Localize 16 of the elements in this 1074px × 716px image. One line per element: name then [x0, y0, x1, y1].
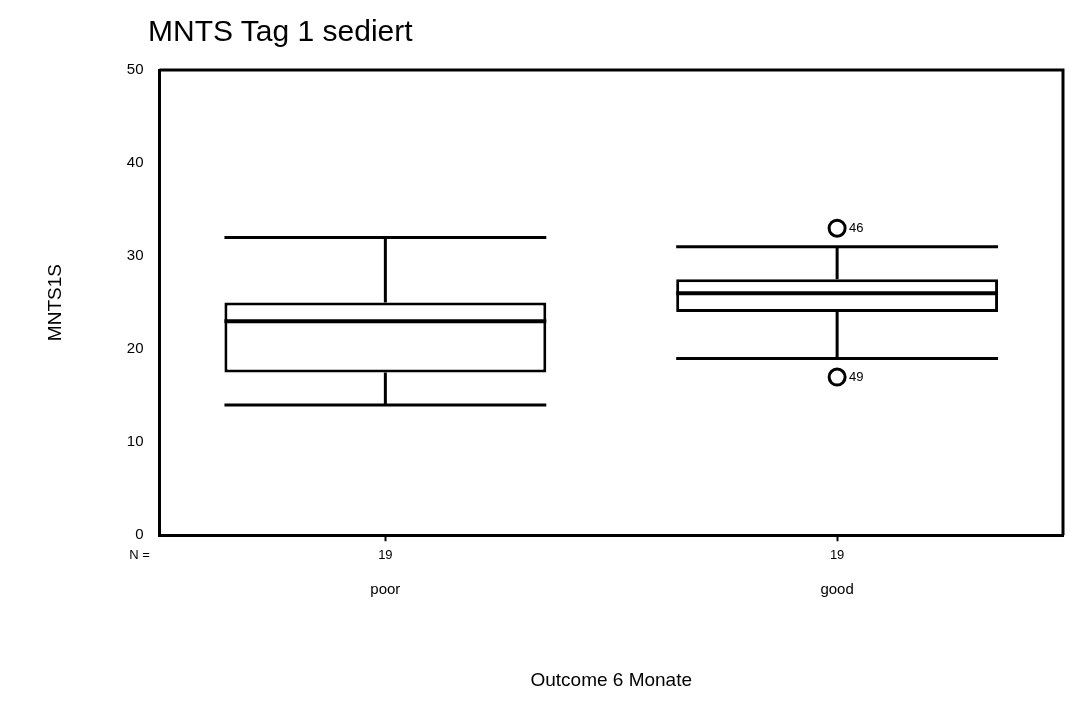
y-tick-label: 50: [126, 60, 144, 78]
y-axis-title: MNTS1S: [43, 264, 65, 342]
y-tick-label: 10: [126, 432, 144, 450]
y-tick-label: 30: [126, 246, 144, 264]
chart-title: MNTS Tag 1 sediert: [148, 14, 413, 48]
annotation: 49: [849, 368, 864, 384]
annotation: 46: [849, 219, 864, 235]
x-tick-label: good: [820, 580, 854, 598]
text: 19: [378, 546, 393, 562]
text: 19: [829, 546, 845, 562]
text: N =: [129, 546, 150, 562]
x-axis-title: Outcome 6 Monate: [530, 668, 693, 690]
y-tick-label: 20: [126, 339, 144, 357]
y-tick-label: 0: [135, 525, 144, 543]
x-tick-label: poor: [370, 580, 401, 598]
y-tick-label: 40: [126, 153, 144, 171]
